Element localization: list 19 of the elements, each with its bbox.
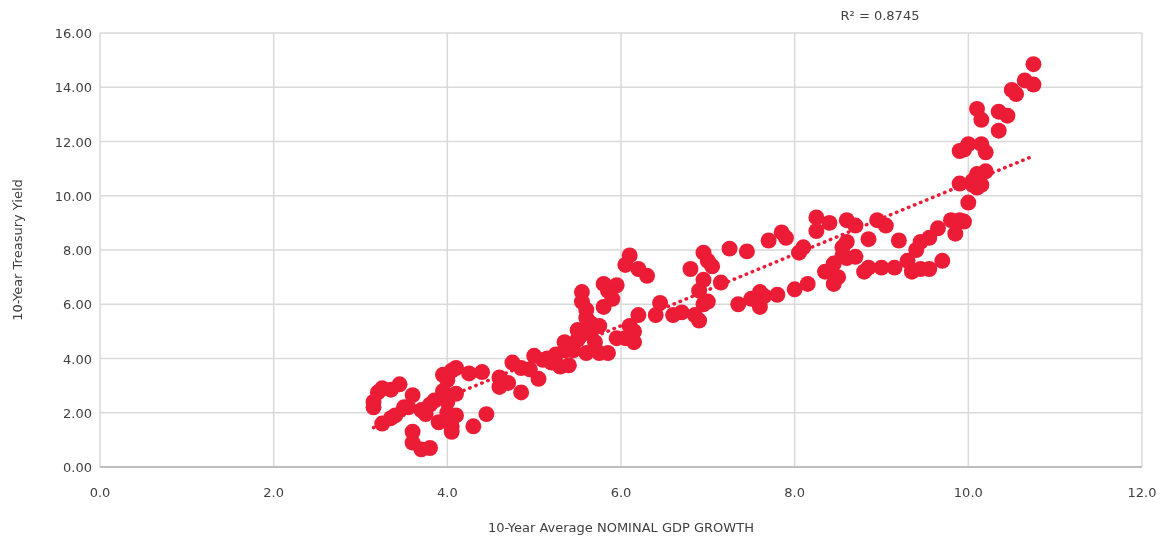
y-tick-label: 10.00 bbox=[54, 188, 92, 204]
x-tick-label: 0.0 bbox=[89, 485, 111, 500]
x-tick-label: 2.0 bbox=[263, 485, 285, 500]
y-tick-label: 12.00 bbox=[54, 134, 92, 150]
x-tick-label: 8.0 bbox=[784, 485, 806, 500]
x-tick-label: 4.0 bbox=[436, 485, 458, 500]
y-axis-title: 10-Year Treasury Yield bbox=[10, 179, 25, 321]
x-tick-label: 6.0 bbox=[610, 485, 632, 500]
x-axis-title: 10-Year Average NOMINAL GDP GROWTH bbox=[488, 520, 754, 535]
text: R² = 0.8745 bbox=[840, 8, 920, 23]
y-tick-label: 6.00 bbox=[63, 297, 92, 313]
y-tick-label: 0.00 bbox=[63, 460, 92, 475]
y-tick-label: 2.00 bbox=[63, 405, 92, 421]
y-tick-label: 4.00 bbox=[63, 351, 92, 367]
y-tick-label: 14.00 bbox=[54, 80, 92, 96]
x-tick-label: 10.0 bbox=[953, 485, 983, 500]
y-tick-label: 8.00 bbox=[63, 243, 92, 258]
y-tick-label: 16.00 bbox=[54, 26, 92, 41]
x-tick-label: 12.0 bbox=[1127, 485, 1157, 500]
